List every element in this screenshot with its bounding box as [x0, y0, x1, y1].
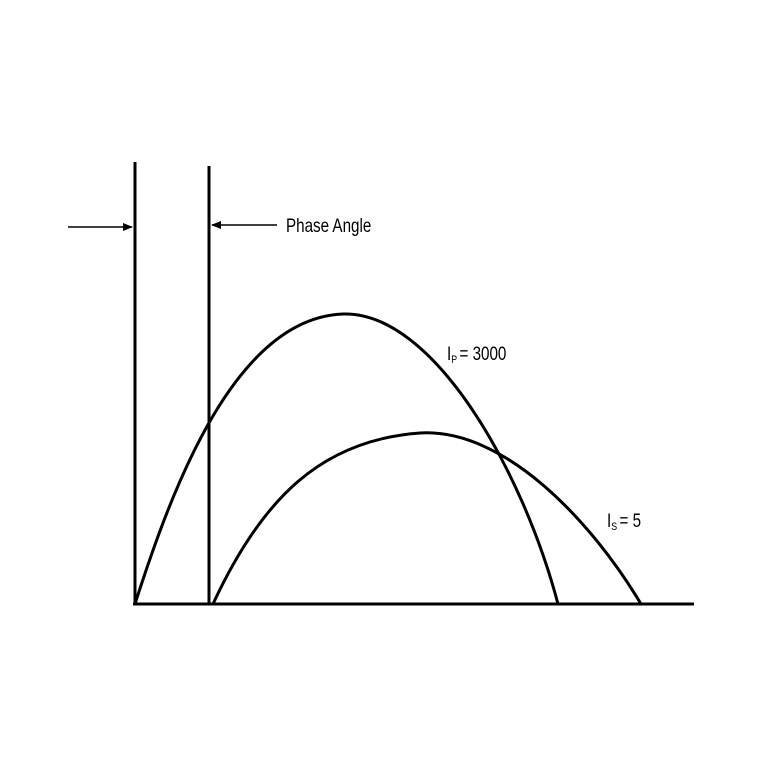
phase-angle-label: Phase Angle — [286, 214, 371, 236]
primary-current-label: IP = 3000 — [447, 342, 506, 366]
secondary-current-curve — [211, 431, 643, 605]
primary-current-curve — [133, 312, 560, 605]
secondary-current-label: IS = 5 — [607, 509, 641, 533]
